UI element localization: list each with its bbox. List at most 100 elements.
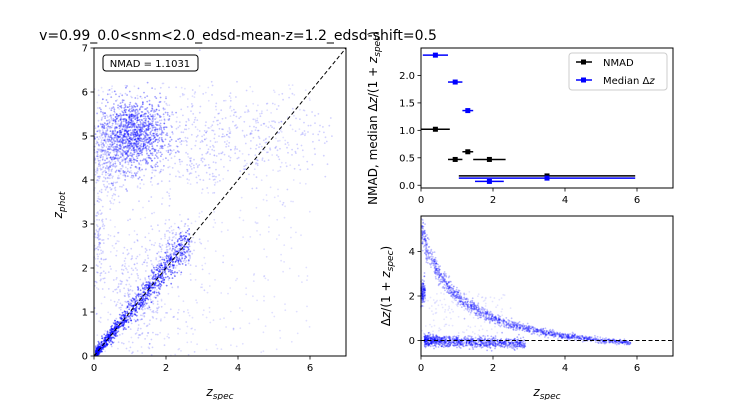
scatter-point — [193, 158, 195, 161]
scatter-point — [211, 148, 214, 151]
residual-point — [471, 297, 474, 300]
scatter-point — [186, 229, 189, 232]
scatter-point — [122, 252, 125, 255]
residual-point — [438, 267, 440, 269]
scatter-point — [180, 237, 183, 239]
scatter-point — [113, 103, 115, 105]
scatter-point — [136, 299, 138, 302]
scatter-point — [175, 120, 178, 123]
scatter-point — [153, 291, 155, 293]
scatter-point — [220, 348, 223, 351]
scatter-point — [175, 233, 178, 236]
scatter-point — [263, 248, 265, 251]
scatter-point — [113, 331, 116, 333]
scatter-point — [164, 270, 166, 273]
scatter-point — [288, 84, 290, 86]
scatter-point — [186, 140, 188, 143]
marker-nmad — [465, 149, 471, 155]
scatter-point — [198, 216, 201, 218]
scatter-point — [130, 172, 133, 174]
scatter-point — [141, 148, 144, 151]
scatter-point — [186, 98, 189, 100]
scatter-point — [169, 198, 172, 200]
scatter-point — [182, 131, 185, 134]
scatter-point — [160, 250, 163, 253]
scatter-point — [127, 219, 129, 222]
scatter-point — [97, 138, 100, 141]
scatter-point — [100, 249, 102, 252]
scatter-point — [130, 322, 133, 325]
scatter-point — [180, 350, 182, 352]
scatter-point — [108, 177, 111, 180]
scatter-point — [139, 218, 142, 220]
scatter-point — [118, 131, 121, 134]
scatter-point — [280, 161, 283, 164]
scatter-point — [253, 168, 256, 171]
scatter-point — [155, 288, 158, 291]
scatter-point — [111, 244, 114, 247]
scatter-point — [150, 286, 152, 289]
scatter-point — [194, 220, 197, 223]
scatter-point — [154, 140, 157, 143]
scatter-point — [161, 277, 164, 280]
scatter-point — [282, 136, 285, 139]
x-tick-label: 6 — [634, 195, 640, 206]
scatter-point — [153, 268, 156, 271]
scatter-point — [109, 161, 112, 164]
scatter-point — [103, 126, 105, 128]
scatter-point — [119, 172, 122, 175]
scatter-point — [148, 103, 151, 106]
scatter-point — [127, 321, 130, 324]
scatter-point — [307, 131, 309, 133]
scatter-point — [104, 174, 107, 176]
scatter-point — [148, 118, 151, 120]
scatter-point — [269, 186, 272, 189]
scatter-point — [131, 139, 134, 142]
scatter-point — [95, 287, 98, 289]
scatter-point — [167, 270, 170, 273]
scatter-point — [223, 99, 225, 102]
scatter-point — [125, 320, 128, 323]
scatter-point — [264, 277, 267, 280]
scatter-point — [109, 130, 112, 133]
scatter-point — [135, 307, 137, 309]
scatter-point — [304, 134, 306, 137]
scatter-point — [176, 240, 179, 243]
scatter-point — [296, 143, 299, 146]
scatter-point — [119, 163, 122, 166]
scatter-point — [136, 185, 139, 188]
scatter-point — [135, 257, 138, 260]
scatter-point — [313, 147, 316, 150]
scatter-point — [155, 163, 157, 166]
scatter-point — [129, 116, 132, 118]
scatter-point — [291, 107, 294, 110]
scatter-point — [191, 104, 194, 107]
scatter-point — [267, 151, 269, 154]
scatter-point — [134, 112, 137, 115]
scatter-point — [176, 150, 179, 153]
scatter-point — [183, 225, 186, 228]
scatter-point — [124, 132, 127, 135]
scatter-point — [283, 261, 285, 263]
scatter-point — [174, 267, 177, 269]
scatter-point — [308, 210, 311, 213]
scatter-point — [134, 309, 137, 312]
residual-point — [425, 255, 428, 258]
scatter-point — [180, 256, 183, 258]
scatter-point — [101, 221, 104, 223]
scatter-point — [100, 141, 103, 144]
scatter-point — [314, 153, 316, 156]
scatter-point — [278, 121, 280, 124]
scatter-point — [119, 102, 122, 104]
scatter-point — [115, 145, 118, 148]
scatter-point — [202, 179, 205, 182]
scatter-point — [171, 229, 173, 232]
scatter-point — [143, 322, 146, 325]
scatter-point — [145, 156, 148, 159]
scatter-point — [113, 235, 116, 238]
scatter-point — [244, 159, 246, 162]
scatter-point — [119, 92, 122, 95]
scatter-point — [114, 322, 117, 325]
scatter-point — [144, 108, 147, 111]
scatter-point — [111, 324, 113, 327]
